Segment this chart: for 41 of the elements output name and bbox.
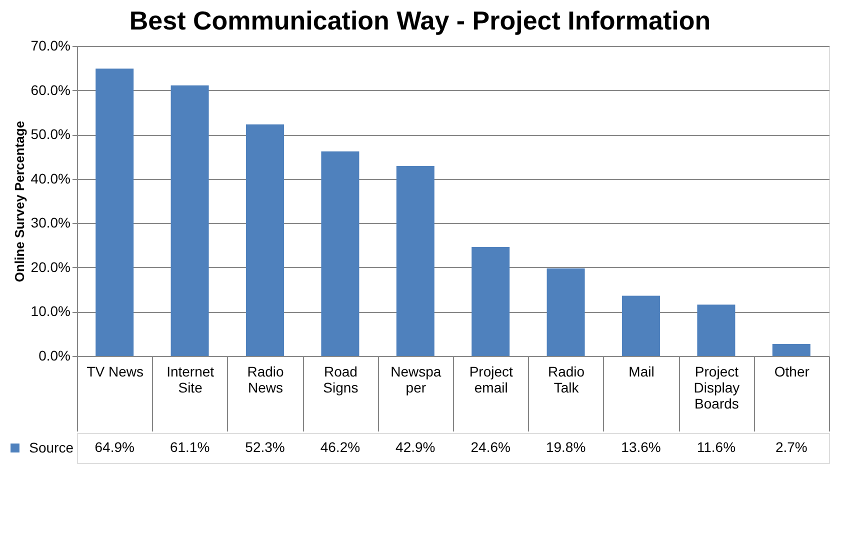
x-tick-label: Project Display Boards <box>694 364 740 412</box>
y-tick-label: 40.0% <box>30 170 70 186</box>
data-label: 13.6% <box>621 439 661 455</box>
y-tick-label: 10.0% <box>30 303 70 320</box>
x-tick-label: Project email <box>469 364 513 396</box>
data-label: 46.2% <box>320 439 360 455</box>
y-tick-label: 0.0% <box>38 348 70 364</box>
chart-title: Best Communication Way - Project Information <box>129 6 711 36</box>
bar <box>96 68 134 356</box>
x-tick-label: TV News <box>86 364 144 380</box>
bar <box>170 85 209 356</box>
y-tick-label: 50.0% <box>30 126 70 142</box>
bar <box>546 268 585 356</box>
data-label: 11.6% <box>696 439 736 455</box>
y-tick-label: 20.0% <box>30 258 70 275</box>
bar <box>246 124 284 356</box>
x-tick-label: Road Signs <box>323 364 358 396</box>
y-axis-title: Online Survey Percentage <box>12 120 27 282</box>
data-label: 2.7% <box>775 439 808 455</box>
x-tick-label: Radio News <box>247 364 284 396</box>
x-tick-label: Internet Site <box>166 364 214 396</box>
bar <box>472 247 510 356</box>
bar <box>772 344 810 356</box>
data-label: 42.9% <box>396 439 436 455</box>
data-label: 64.9% <box>94 439 134 455</box>
bar <box>622 296 660 356</box>
bar <box>697 304 736 356</box>
x-tick-label: Radio Talk <box>548 364 585 396</box>
y-tick-label: 70.0% <box>30 38 70 54</box>
legend-label: Source <box>29 440 74 456</box>
data-label: 52.3% <box>245 439 285 455</box>
x-tick-label: Newspaper <box>390 364 442 396</box>
x-tick-label: Mail <box>628 364 654 380</box>
data-label: 61.1% <box>170 439 210 455</box>
y-tick-label: 30.0% <box>30 214 70 231</box>
data-label: 19.8% <box>546 439 586 455</box>
x-tick-label: Other <box>774 364 810 380</box>
y-tick-label: 60.0% <box>30 82 70 98</box>
bar <box>396 166 434 356</box>
data-label: 24.6% <box>470 439 510 455</box>
bar <box>321 151 360 356</box>
